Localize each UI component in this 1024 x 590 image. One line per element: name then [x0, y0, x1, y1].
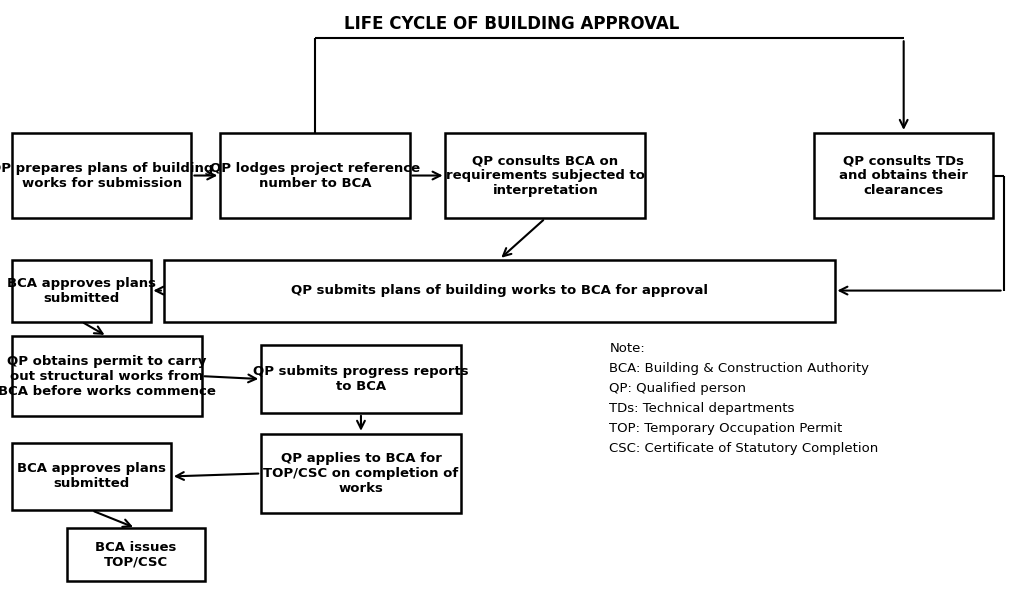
Text: QP applies to BCA for
TOP/CSC on completion of
works: QP applies to BCA for TOP/CSC on complet…: [263, 452, 459, 495]
FancyBboxPatch shape: [261, 345, 461, 413]
Text: LIFE CYCLE OF BUILDING APPROVAL: LIFE CYCLE OF BUILDING APPROVAL: [344, 15, 680, 33]
FancyBboxPatch shape: [814, 133, 993, 218]
Text: BCA approves plans
submitted: BCA approves plans submitted: [17, 463, 166, 490]
FancyBboxPatch shape: [164, 260, 835, 322]
Text: BCA approves plans
submitted: BCA approves plans submitted: [7, 277, 156, 304]
Text: QP submits progress reports
to BCA: QP submits progress reports to BCA: [253, 365, 469, 393]
Text: QP obtains permit to carry
out structural works from
BCA before works commence: QP obtains permit to carry out structura…: [0, 355, 216, 398]
Text: QP lodges project reference
number to BCA: QP lodges project reference number to BC…: [210, 162, 420, 189]
FancyBboxPatch shape: [261, 434, 461, 513]
FancyBboxPatch shape: [12, 260, 151, 322]
FancyBboxPatch shape: [67, 528, 205, 581]
Text: QP prepares plans of building
works for submission: QP prepares plans of building works for …: [0, 162, 214, 189]
Text: Note:
BCA: Building & Construction Authority
QP: Qualified person
TDs: Technical: Note: BCA: Building & Construction Autho…: [609, 342, 879, 455]
FancyBboxPatch shape: [12, 442, 171, 510]
Text: QP consults BCA on
requirements subjected to
interpretation: QP consults BCA on requirements subjecte…: [445, 154, 645, 197]
FancyBboxPatch shape: [12, 133, 191, 218]
FancyBboxPatch shape: [12, 336, 202, 416]
FancyBboxPatch shape: [445, 133, 645, 218]
Text: QP consults TDs
and obtains their
clearances: QP consults TDs and obtains their cleara…: [840, 154, 968, 197]
FancyBboxPatch shape: [220, 133, 410, 218]
Text: QP submits plans of building works to BCA for approval: QP submits plans of building works to BC…: [291, 284, 708, 297]
Text: BCA issues
TOP/CSC: BCA issues TOP/CSC: [95, 540, 176, 569]
